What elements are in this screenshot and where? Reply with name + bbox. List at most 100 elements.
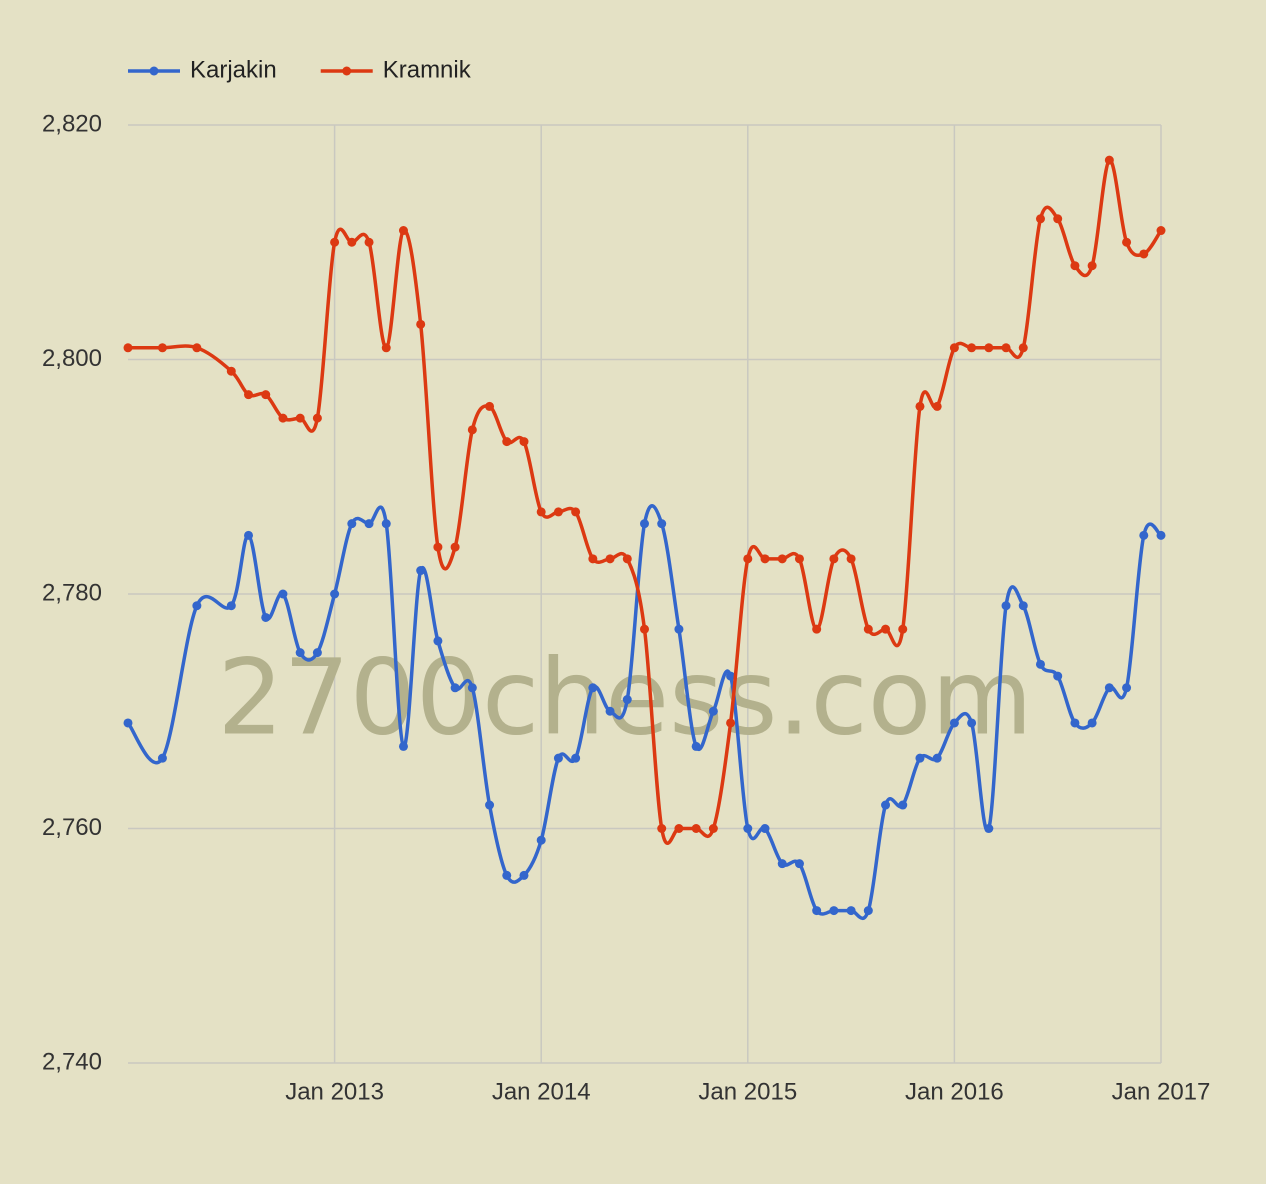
data-point bbox=[1122, 683, 1132, 693]
data-point bbox=[1070, 261, 1080, 271]
legend-label: Karjakin bbox=[190, 56, 277, 83]
legend-marker bbox=[342, 66, 352, 76]
data-point bbox=[312, 648, 322, 658]
data-point bbox=[898, 624, 908, 634]
data-point bbox=[708, 824, 718, 833]
data-point bbox=[467, 683, 477, 693]
data-point bbox=[726, 671, 736, 681]
data-point bbox=[777, 859, 787, 869]
data-point bbox=[553, 507, 563, 517]
data-point bbox=[743, 824, 753, 833]
data-point bbox=[433, 542, 443, 552]
data-point bbox=[123, 718, 133, 728]
legend-label: Kramnik bbox=[383, 56, 472, 83]
data-point bbox=[244, 530, 254, 540]
data-point bbox=[588, 554, 598, 564]
data-point bbox=[881, 800, 891, 810]
data-point bbox=[312, 413, 322, 423]
data-point bbox=[967, 343, 977, 353]
data-point bbox=[1035, 214, 1045, 224]
data-point bbox=[1053, 671, 1063, 681]
data-point bbox=[433, 636, 443, 646]
data-point bbox=[657, 519, 667, 529]
data-point bbox=[1070, 718, 1080, 728]
data-point bbox=[691, 824, 701, 833]
y-tick-label: 2,740 bbox=[42, 1048, 102, 1075]
data-point bbox=[760, 554, 770, 564]
data-point bbox=[398, 226, 408, 236]
data-point bbox=[829, 554, 839, 564]
data-point bbox=[450, 542, 460, 552]
data-point bbox=[485, 800, 495, 810]
data-point bbox=[157, 343, 167, 353]
y-tick-label: 2,780 bbox=[42, 579, 102, 606]
data-point bbox=[467, 425, 477, 435]
data-point bbox=[674, 624, 684, 634]
y-tick-label: 2,820 bbox=[42, 110, 102, 137]
data-point bbox=[364, 237, 374, 247]
data-point bbox=[949, 343, 959, 353]
data-point bbox=[536, 507, 546, 517]
data-point bbox=[708, 706, 718, 716]
data-point bbox=[553, 753, 563, 763]
data-point bbox=[898, 800, 908, 810]
legend-item: Kramnik bbox=[320, 56, 472, 83]
data-point bbox=[794, 859, 804, 869]
data-point bbox=[691, 741, 701, 751]
data-point bbox=[192, 343, 202, 353]
data-point bbox=[915, 401, 925, 411]
data-point bbox=[330, 589, 340, 599]
data-point bbox=[588, 683, 598, 693]
data-point bbox=[278, 413, 288, 423]
data-point bbox=[640, 624, 649, 634]
data-point bbox=[226, 366, 236, 376]
data-point bbox=[1139, 249, 1149, 259]
data-point bbox=[347, 519, 357, 529]
data-point bbox=[932, 753, 942, 763]
data-point bbox=[244, 390, 254, 400]
data-point bbox=[640, 519, 649, 529]
data-point bbox=[1053, 214, 1063, 224]
data-point bbox=[1104, 683, 1114, 693]
data-point bbox=[157, 753, 167, 763]
data-point bbox=[295, 648, 305, 658]
data-point bbox=[519, 870, 529, 880]
data-point bbox=[1139, 530, 1149, 540]
data-point bbox=[657, 824, 667, 833]
data-point bbox=[743, 554, 753, 564]
data-point bbox=[1087, 261, 1097, 271]
data-point bbox=[450, 683, 460, 693]
data-point bbox=[863, 906, 873, 916]
x-tick-label: Jan 2013 bbox=[285, 1078, 384, 1105]
data-point bbox=[794, 554, 804, 564]
data-point bbox=[1018, 343, 1028, 353]
data-point bbox=[571, 753, 581, 763]
x-tick-label: Jan 2015 bbox=[698, 1078, 797, 1105]
data-point bbox=[485, 401, 495, 411]
data-point bbox=[760, 824, 770, 833]
data-point bbox=[261, 390, 271, 400]
data-point bbox=[829, 906, 839, 916]
x-tick-label: Jan 2016 bbox=[905, 1078, 1004, 1105]
data-point bbox=[381, 519, 391, 529]
data-point bbox=[622, 695, 632, 705]
data-point bbox=[295, 413, 305, 423]
data-point bbox=[812, 906, 822, 916]
data-point bbox=[949, 718, 959, 728]
data-point bbox=[571, 507, 581, 517]
data-point bbox=[967, 718, 977, 728]
data-point bbox=[330, 237, 340, 247]
data-point bbox=[1001, 601, 1011, 611]
y-tick-label: 2,800 bbox=[42, 345, 102, 372]
data-point bbox=[416, 319, 426, 329]
data-point bbox=[915, 753, 925, 763]
data-point bbox=[1035, 659, 1045, 669]
legend-item: Karjakin bbox=[128, 56, 277, 83]
data-point bbox=[226, 601, 236, 611]
data-point bbox=[364, 519, 374, 529]
x-tick-label: Jan 2014 bbox=[492, 1078, 591, 1105]
data-point bbox=[278, 589, 288, 599]
data-point bbox=[674, 824, 684, 833]
